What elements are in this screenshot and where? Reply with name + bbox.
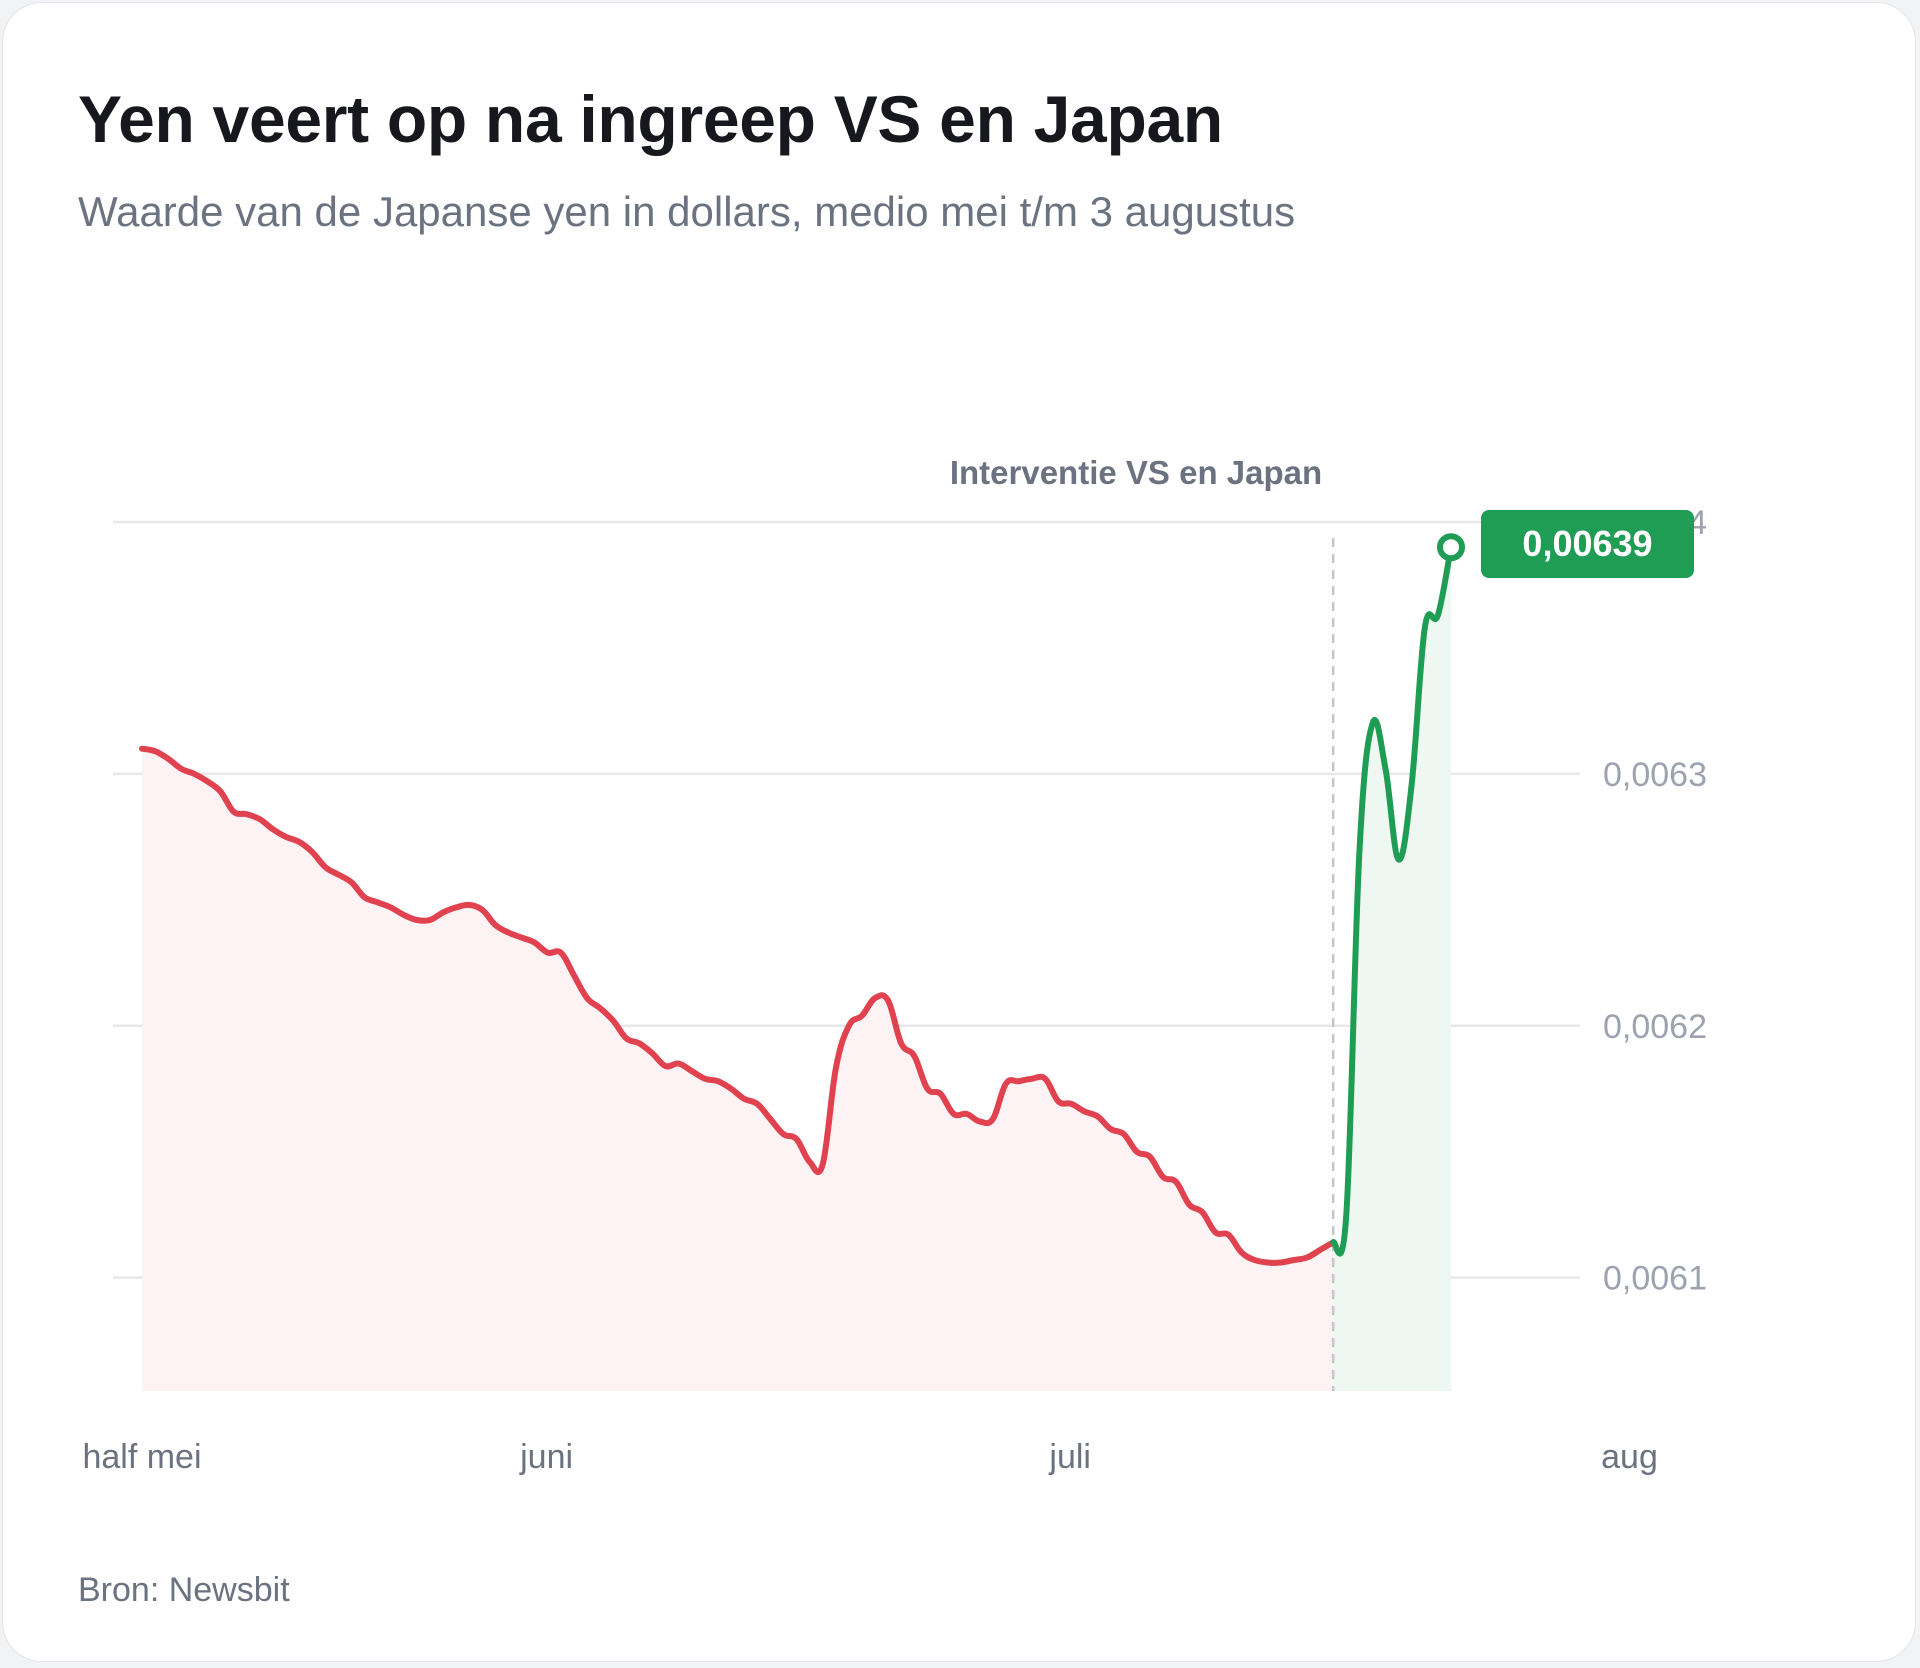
- end-point-dot: [1437, 533, 1465, 562]
- y-tick-label-1: 0,0062: [1603, 1008, 1707, 1046]
- rise-line: [1330, 544, 1454, 1257]
- decline-area: [142, 748, 1334, 1391]
- source-note: Bron: Newsbit: [78, 1571, 290, 1609]
- decline-line: [139, 745, 1337, 1266]
- intervention-marker: Interventie VS en Japan: [950, 454, 1335, 1391]
- chart-title: Yen veert op na ingreep VS en Japan: [78, 82, 1223, 156]
- callout-badge: [1481, 510, 1694, 578]
- y-tick-label-0: 0,0061: [1603, 1260, 1707, 1298]
- last-value-callout: 0,00639: [1437, 510, 1694, 578]
- series-lines: [139, 544, 1454, 1266]
- x-tick-label-1: juni: [519, 1438, 573, 1476]
- intervention-label: Interventie VS en Japan: [950, 454, 1322, 491]
- x-tick-label-0: half mei: [82, 1438, 201, 1476]
- chart-subtitle: Waarde van de Japanse yen in dollars, me…: [78, 188, 1296, 235]
- rise-area: [1333, 547, 1451, 1391]
- y-tick-label-2: 0,0063: [1603, 756, 1707, 794]
- x-tick-label-2: juli: [1048, 1438, 1091, 1476]
- x-tick-label-3: aug: [1601, 1438, 1658, 1476]
- area-fills: [142, 547, 1451, 1391]
- callout-value: 0,00639: [1522, 523, 1652, 564]
- x-axis-ticks: half mei juni juli aug: [82, 1438, 1657, 1476]
